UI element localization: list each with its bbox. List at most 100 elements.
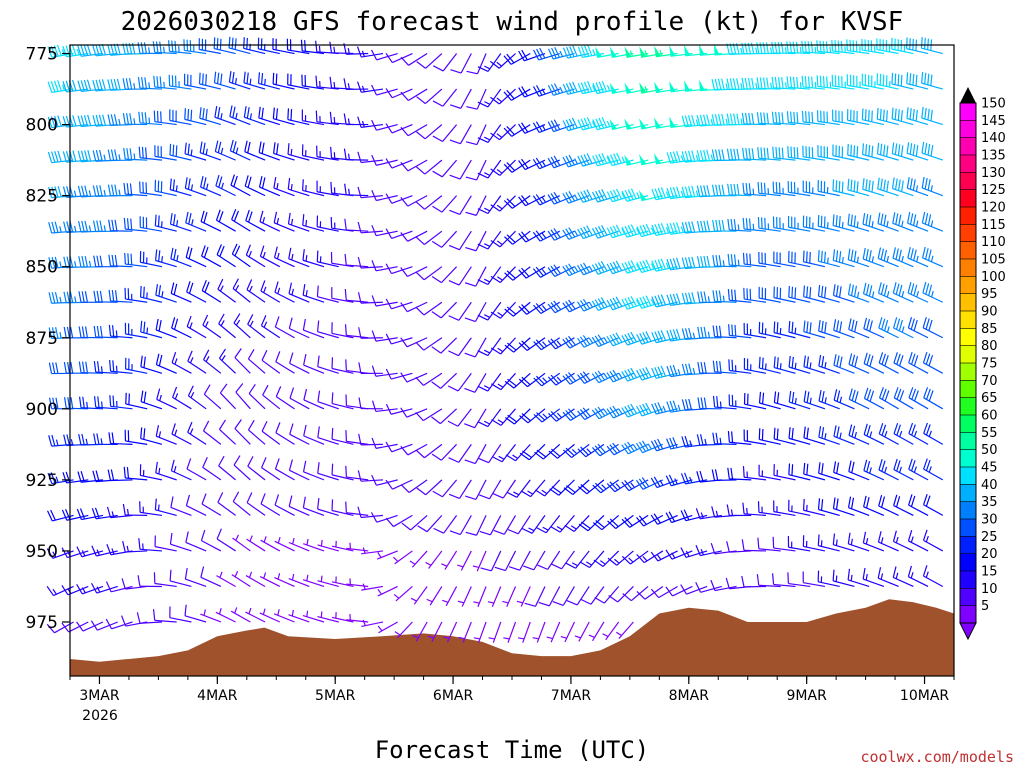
wind-barb [893, 422, 914, 445]
wind-barb [186, 281, 207, 303]
wind-barb [171, 423, 192, 445]
credit-text: coolwx.com/models [860, 748, 1014, 766]
wind-barb [921, 211, 944, 232]
wind-barb [771, 41, 796, 55]
wind-barb [773, 356, 796, 374]
wind-barb [832, 284, 855, 303]
wind-barb [636, 402, 664, 417]
wind-barb [818, 389, 840, 410]
colorbar-label: 105 [981, 253, 1006, 268]
wind-barb [861, 143, 885, 161]
y-axis: 775 800 825 850 875 900 925 950 975 [26, 45, 70, 633]
wind-barb [370, 49, 398, 61]
colorbar-swatch [960, 189, 976, 208]
wind-barb [109, 360, 133, 374]
wind-barb [331, 499, 354, 516]
wind-barb [107, 469, 133, 482]
wind-barb [245, 209, 266, 232]
wind-barb [817, 498, 840, 516]
wind-barb [473, 621, 487, 643]
wind-barb [464, 444, 487, 465]
wind-barb [259, 608, 281, 623]
wind-barb [140, 320, 163, 339]
wind-barb [477, 124, 502, 144]
wind-barb [892, 212, 914, 232]
wind-barb [377, 621, 398, 634]
wind-barb [908, 494, 929, 516]
x-tick-label: 8MAR [669, 688, 710, 704]
wind-barb [274, 494, 295, 516]
wind-barb [594, 586, 620, 604]
wind-barb [742, 466, 767, 481]
wind-barb [508, 550, 531, 571]
wind-barb [415, 372, 443, 386]
wind-barb [357, 221, 383, 234]
wind-barb [758, 428, 781, 445]
wind-barb [385, 158, 413, 169]
wind-barb [169, 143, 192, 161]
wind-barb [457, 550, 472, 571]
wind-barb [152, 41, 177, 55]
wind-barb [624, 118, 649, 130]
wind-barb [185, 494, 207, 516]
wind-barb [697, 362, 722, 374]
wind-barb [907, 317, 929, 339]
wind-barb [288, 282, 310, 303]
wind-barb [726, 113, 752, 126]
wind-barb [743, 287, 767, 303]
wind-barb [920, 36, 943, 55]
wind-barb [547, 191, 575, 205]
wind-barb [847, 248, 870, 268]
wind-barb [503, 124, 531, 137]
wind-barb [78, 361, 104, 374]
wind-barb [907, 530, 929, 552]
wind-barb [415, 230, 443, 246]
wind-barb [344, 253, 369, 268]
wind-barb [216, 528, 236, 552]
wind-barb [477, 195, 502, 215]
wind-barb [726, 78, 752, 91]
colorbar-swatch [960, 224, 976, 243]
wind-barb [549, 479, 575, 496]
wind-barb [331, 463, 354, 481]
x-tick-label: 6MAR [433, 688, 474, 704]
wind-barb [385, 123, 413, 134]
wind-barb [219, 383, 237, 410]
wind-barb [695, 545, 722, 557]
colorbar-max-arrow [960, 87, 976, 103]
wind-barb [275, 386, 295, 410]
wind-barb [371, 365, 398, 377]
wind-barb [523, 550, 546, 571]
wind-barb [878, 317, 899, 339]
wind-barb [329, 41, 354, 55]
wind-barb [565, 550, 590, 569]
wind-barb [848, 353, 870, 374]
colorbar-swatch [960, 155, 976, 173]
wind-barb [773, 427, 796, 445]
wind-barb [922, 352, 944, 374]
wind-barb [801, 40, 825, 55]
wind-barb [681, 221, 708, 234]
wind-barb [477, 372, 502, 392]
wind-barb [757, 147, 781, 161]
wind-barb [831, 39, 855, 55]
wind-barb [331, 392, 354, 410]
wind-barb [358, 362, 383, 375]
wind-barb [218, 419, 237, 445]
wind-barb [726, 504, 752, 517]
wind-barb [532, 194, 560, 206]
wind-barb [577, 262, 605, 276]
colorbar-label: 5 [981, 599, 989, 614]
wind-barb [77, 79, 104, 93]
colorbar-label: 50 [981, 443, 998, 458]
wind-barb [432, 88, 458, 107]
wind-barb [385, 193, 413, 204]
wind-barb [302, 496, 325, 516]
wind-barb [139, 501, 163, 517]
wind-barb [480, 550, 502, 572]
wind-barb [156, 388, 177, 410]
wind-barb [260, 280, 281, 303]
wind-barb [317, 575, 339, 588]
wind-barb [665, 549, 693, 560]
wind-barb [172, 386, 192, 410]
